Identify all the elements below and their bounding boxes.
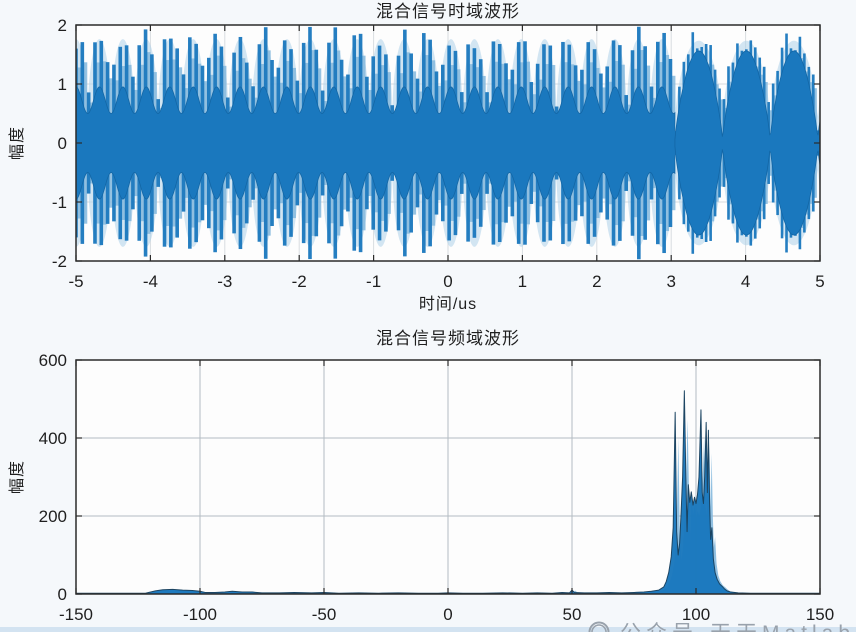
y-tick-label: -2: [52, 252, 67, 271]
x-tick-label: -50: [312, 605, 337, 624]
spectrum-series: [76, 390, 820, 594]
waveform-solid-body: [76, 86, 676, 200]
y-tick-label: 200: [39, 507, 67, 526]
x-tick-label: -150: [59, 605, 93, 624]
tick-labels: -5 -4 -3 -2 -1 0 1 2 3 4 5 -2 -1 0 1 2: [52, 16, 825, 291]
time-domain-plot: -5 -4 -3 -2 -1 0 1 2 3 4 5 -2 -1 0 1 2: [52, 16, 825, 291]
tick-marks: [75, 24, 821, 262]
x-tick-label: -4: [143, 272, 158, 291]
x-tick-label: -1: [366, 272, 381, 291]
wechat-official-account-icon: [588, 621, 610, 632]
frequency-domain-title: 混合信号频域波形: [376, 329, 520, 348]
x-tick-label: 3: [666, 272, 675, 291]
x-tick-label: 0: [443, 272, 452, 291]
x-tick-label: 0: [443, 605, 452, 624]
y-tick-label: 1: [58, 75, 67, 94]
y-tick-label: 0: [58, 585, 67, 604]
x-tick-label: 150: [806, 605, 834, 624]
watermark: 公众号·天天Matlab: [588, 617, 855, 632]
time-domain-title: 混合信号时域波形: [376, 2, 520, 21]
waveform: [76, 26, 820, 260]
frequency-domain-plot: -150 -100 -50 0 50 100 150 0 200 400 600: [39, 351, 835, 624]
y-tick-label: 400: [39, 429, 67, 448]
bottom-edge-tint: [0, 627, 856, 632]
x-tick-label: -5: [68, 272, 83, 291]
y-tick-label: 600: [39, 351, 67, 370]
x-tick-label: 4: [741, 272, 750, 291]
time-domain-xlabel: 时间/us: [419, 295, 477, 313]
tick-marks: [75, 359, 821, 595]
tick-labels: -150 -100 -50 0 50 100 150 0 200 400 600: [39, 351, 835, 624]
x-tick-label: 2: [592, 272, 601, 291]
x-tick-label: 1: [518, 272, 527, 291]
x-tick-label: -3: [217, 272, 232, 291]
x-tick-label: -2: [292, 272, 307, 291]
y-tick-label: 2: [58, 16, 67, 35]
frequency-domain-ylabel: 幅度: [8, 460, 26, 494]
watermark-text: 公众号·天天Matlab: [620, 617, 855, 632]
spectrum-main-trace: [76, 390, 820, 594]
y-tick-label: -1: [52, 193, 67, 212]
x-tick-label: 5: [815, 272, 824, 291]
time-domain-ylabel: 幅度: [8, 126, 26, 160]
x-tick-label: -100: [183, 605, 217, 624]
y-tick-label: 0: [58, 134, 67, 153]
x-tick-label: 100: [682, 605, 710, 624]
waveform-solid-body: [674, 50, 820, 236]
x-tick-label: 50: [563, 605, 582, 624]
